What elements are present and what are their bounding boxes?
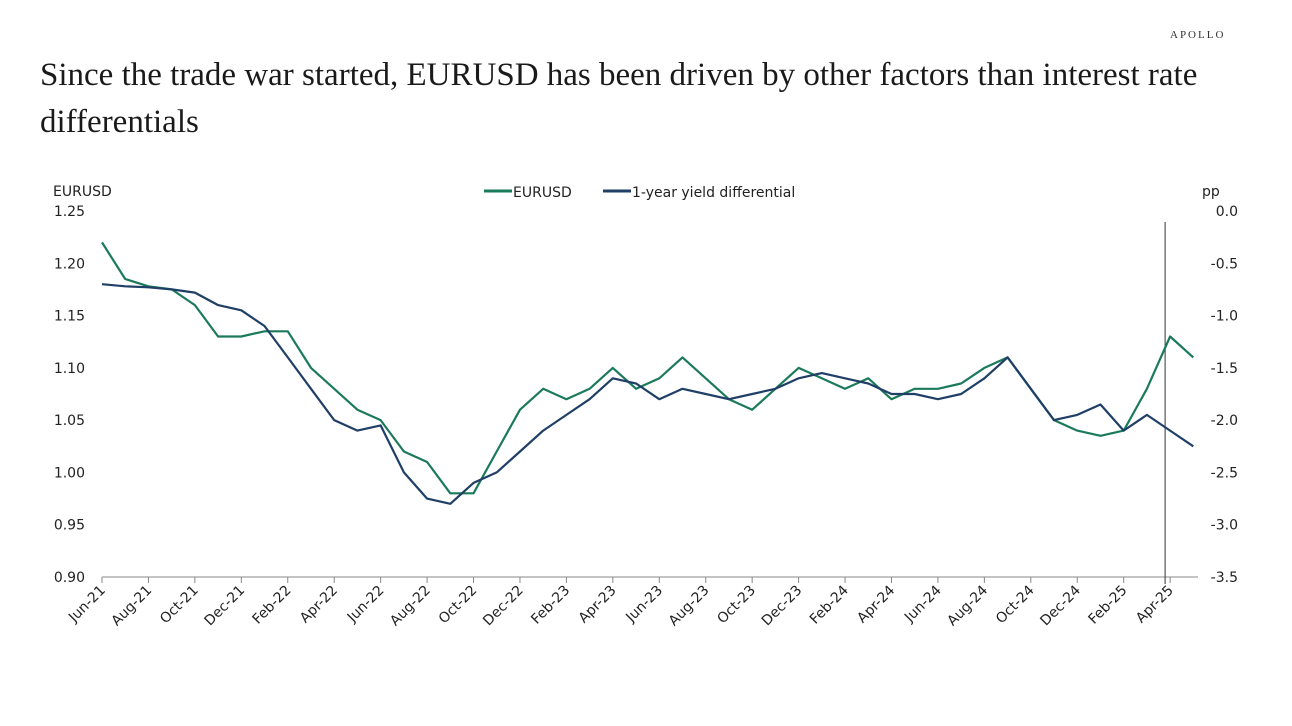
- y-right-tick-label: -1.0: [1211, 309, 1238, 325]
- x-tick-label: Oct-22: [436, 583, 481, 628]
- x-tick-label: Feb-23: [528, 583, 573, 628]
- legend-label-eurusd: EURUSD: [513, 185, 572, 201]
- y-right-tick-label: 0.0: [1216, 204, 1238, 220]
- x-tick-label: Apr-24: [854, 582, 898, 626]
- y-right-tick-label: -2.5: [1211, 465, 1238, 481]
- x-tick-label: Oct-23: [714, 583, 759, 628]
- y-right-tick-label: -3.5: [1211, 570, 1238, 586]
- y-left-tick-label: 1.05: [54, 413, 85, 429]
- y-left-tick-label: 1.00: [54, 465, 85, 481]
- x-tick-label: Apr-22: [297, 583, 341, 627]
- y-left-tick-label: 1.20: [54, 256, 85, 272]
- y-left-tick-label: 0.90: [54, 570, 85, 586]
- x-tick-label: Apr-25: [1133, 583, 1177, 627]
- x-tick-label: Oct-24: [993, 582, 1038, 627]
- y-left-tick-label: 1.10: [54, 361, 85, 377]
- y-axis-right-title: pp: [1202, 184, 1220, 200]
- x-tick-label: Jun-24: [901, 582, 945, 626]
- legend: EURUSD 1-year yield differential: [484, 185, 795, 201]
- x-tick-label: Aug-23: [666, 583, 713, 630]
- x-tick-label: Feb-22: [250, 583, 295, 628]
- x-tick-label: Jun-22: [344, 583, 388, 627]
- x-tick-label: Jun-23: [622, 583, 666, 627]
- x-tick-label: Feb-25: [1085, 583, 1130, 628]
- x-tick-label: Aug-22: [387, 583, 434, 630]
- x-tick-label: Feb-24: [807, 582, 852, 627]
- x-tick-label: Oct-21: [157, 583, 202, 628]
- x-tick-label: Aug-24: [944, 582, 991, 629]
- x-tick-label: Dec-24: [1037, 582, 1084, 629]
- chart-title: Since the trade war started, EURUSD has …: [40, 57, 1198, 140]
- x-tick-label: Dec-23: [759, 583, 806, 630]
- y-right-tick-label: -2.0: [1211, 413, 1238, 429]
- y-right-tick-label: -1.5: [1211, 361, 1238, 377]
- series-line-yield-differential: [101, 283, 1194, 505]
- y-left-tick-label: 1.25: [54, 204, 85, 220]
- brand-logo: APOLLO: [1170, 29, 1226, 41]
- y-left-tick-label: 1.15: [54, 309, 85, 325]
- x-tick-label: Jun-21: [65, 583, 109, 627]
- x-tick-label: Dec-21: [202, 583, 249, 630]
- x-tick-label: Apr-23: [576, 583, 620, 627]
- y-axis-left-title: EURUSD: [53, 184, 112, 200]
- x-tick-label: Dec-22: [480, 583, 527, 630]
- x-tick-label: Aug-21: [108, 583, 155, 630]
- series-line-eurusd: [101, 241, 1195, 495]
- y-right-tick-label: -3.0: [1211, 518, 1238, 534]
- legend-label-yield-differential: 1-year yield differential: [632, 185, 795, 201]
- y-right-tick-label: -0.5: [1211, 256, 1238, 272]
- y-left-tick-label: 0.95: [54, 518, 85, 534]
